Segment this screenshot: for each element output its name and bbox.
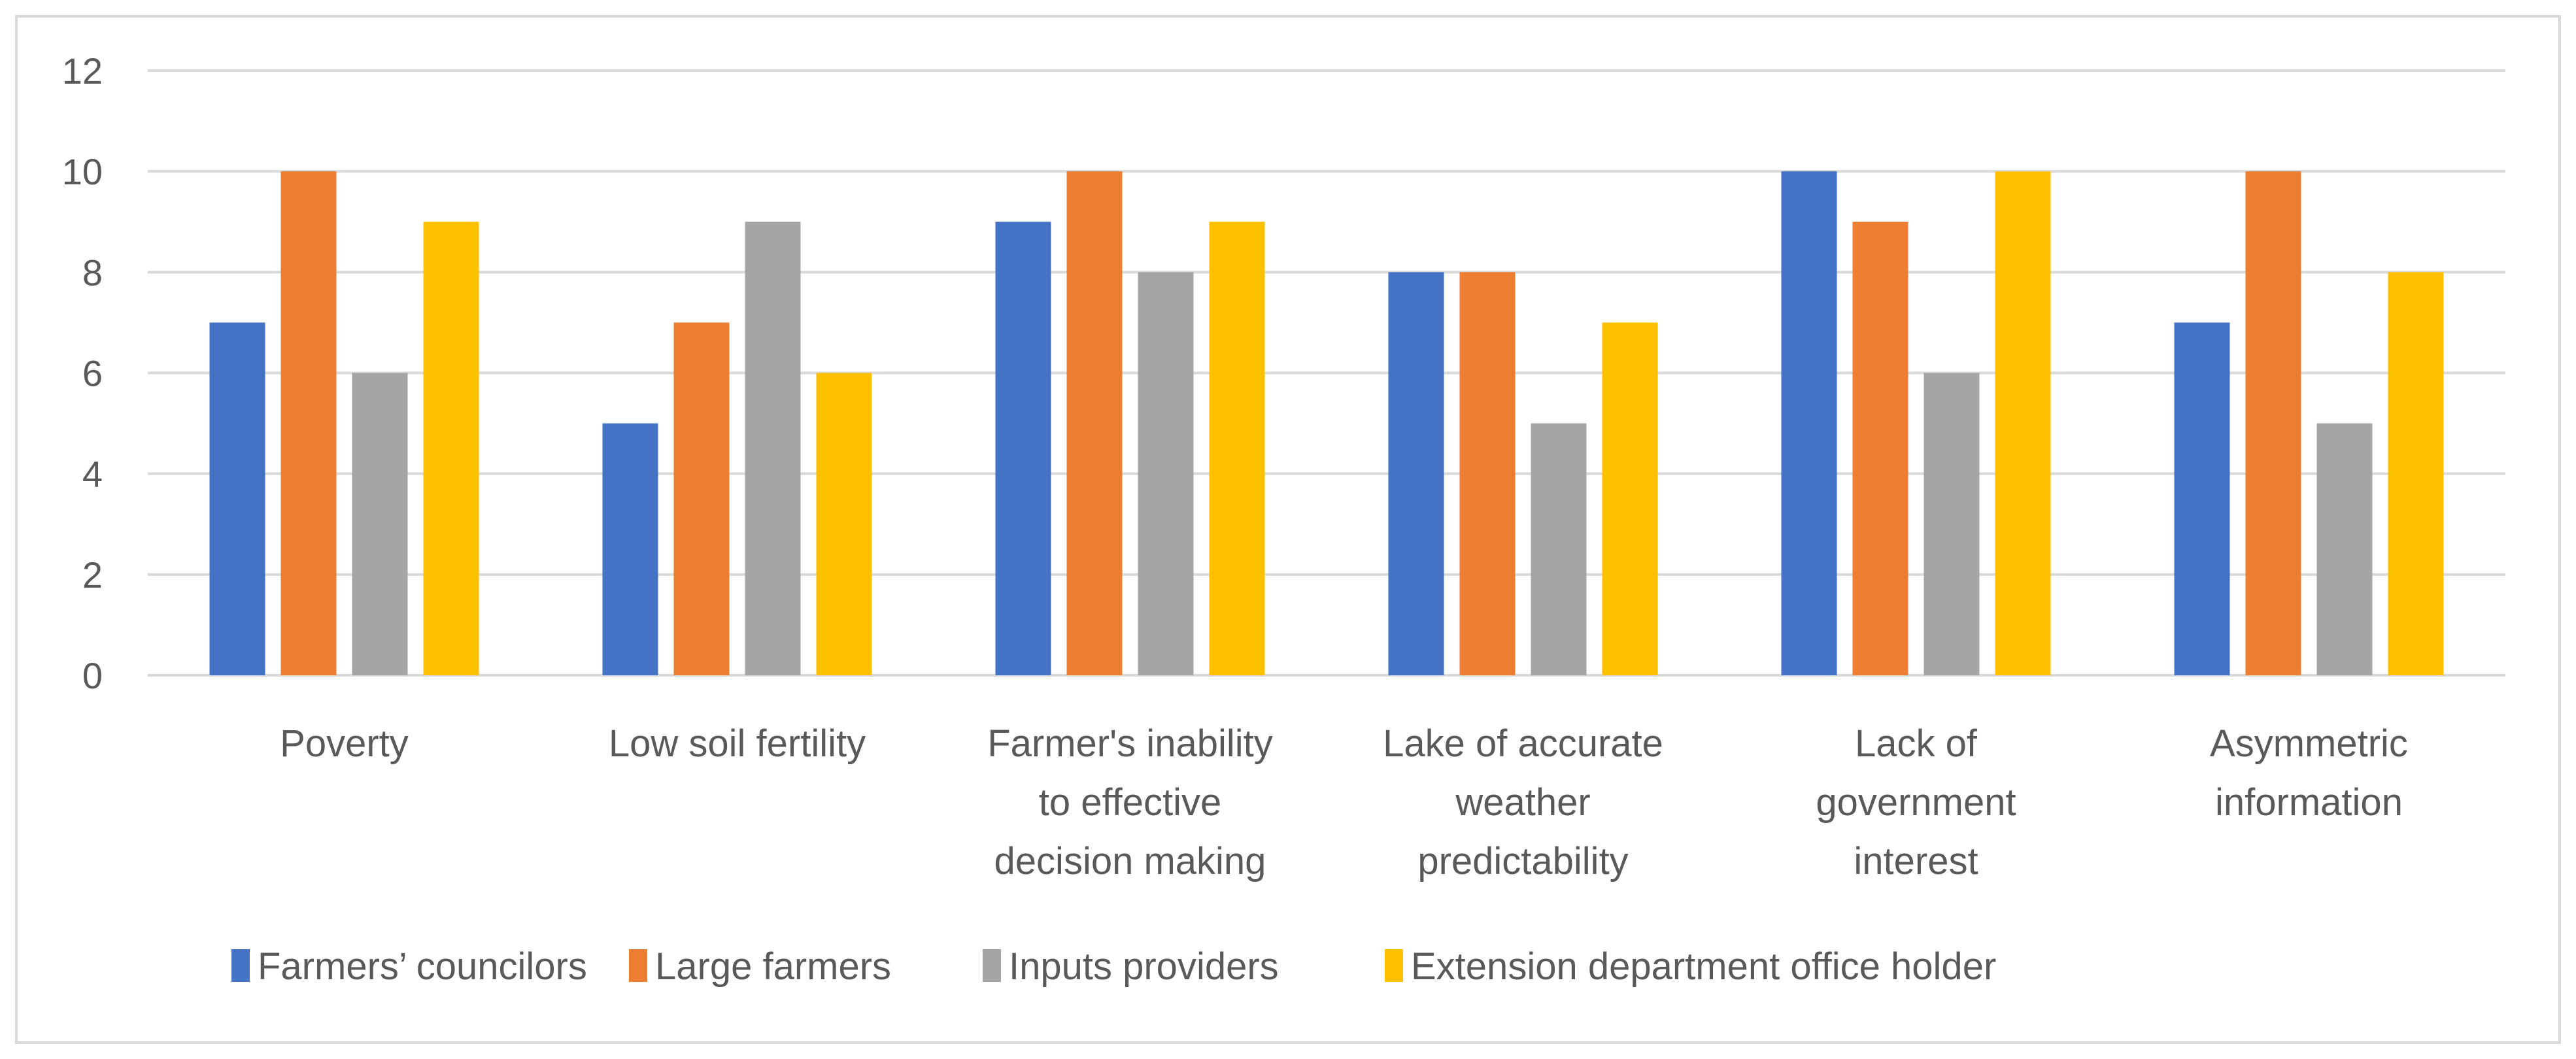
bar bbox=[673, 322, 730, 676]
x-category-label: Poverty bbox=[280, 722, 409, 765]
legend-label: Large farmers bbox=[655, 945, 891, 988]
x-category-label: interest bbox=[1854, 840, 1978, 882]
bar bbox=[280, 171, 337, 676]
legend-swatch bbox=[231, 949, 250, 982]
bar bbox=[1066, 171, 1123, 676]
x-category-label: decision making bbox=[994, 840, 1266, 882]
y-tick-label: 10 bbox=[62, 151, 103, 192]
legend-label: Extension department office holder bbox=[1411, 945, 1996, 988]
y-tick-label: 0 bbox=[82, 655, 103, 696]
bar bbox=[1209, 222, 1265, 675]
bar bbox=[1138, 272, 1194, 675]
bar bbox=[1852, 222, 1908, 675]
x-category-label: information bbox=[2215, 781, 2403, 824]
x-category-label: Lake of accurate bbox=[1383, 722, 1663, 765]
x-category-label: Asymmetric bbox=[2210, 722, 2408, 765]
bar bbox=[1781, 171, 1837, 676]
legend-label: Inputs providers bbox=[1009, 945, 1279, 988]
y-tick-label: 8 bbox=[82, 252, 103, 293]
bar bbox=[209, 322, 265, 676]
legend-label: Farmers’ councilors bbox=[258, 945, 587, 988]
bar bbox=[2245, 171, 2301, 676]
x-category-label: Low soil fertility bbox=[609, 722, 866, 765]
x-category-label: Lack of bbox=[1855, 722, 1978, 765]
bar bbox=[995, 222, 1051, 675]
y-tick-label: 2 bbox=[82, 554, 103, 596]
legend-swatch bbox=[1385, 949, 1403, 982]
y-tick-label: 4 bbox=[82, 454, 103, 495]
bar bbox=[352, 373, 408, 675]
bar bbox=[1995, 171, 2051, 676]
bar bbox=[745, 222, 801, 675]
bar bbox=[816, 373, 872, 675]
bar bbox=[1924, 373, 1980, 675]
x-category-label: Farmer's inability bbox=[987, 722, 1273, 765]
bar bbox=[602, 423, 658, 675]
bar bbox=[2316, 423, 2373, 675]
x-category-label: predictability bbox=[1417, 840, 1628, 882]
x-category-label: weather bbox=[1455, 781, 1590, 824]
legend-swatch bbox=[983, 949, 1001, 982]
bar bbox=[1531, 423, 1587, 675]
bar bbox=[423, 222, 479, 675]
bar bbox=[1602, 322, 1658, 676]
y-tick-label: 6 bbox=[82, 353, 103, 394]
y-tick-label: 12 bbox=[62, 50, 103, 92]
bar bbox=[1459, 272, 1516, 675]
x-category-label: to effective bbox=[1039, 781, 1221, 824]
legend-swatch bbox=[629, 949, 647, 982]
bar bbox=[2388, 272, 2444, 675]
bar bbox=[2174, 322, 2230, 676]
bar bbox=[1388, 272, 1444, 675]
x-category-label: government bbox=[1816, 781, 2016, 824]
